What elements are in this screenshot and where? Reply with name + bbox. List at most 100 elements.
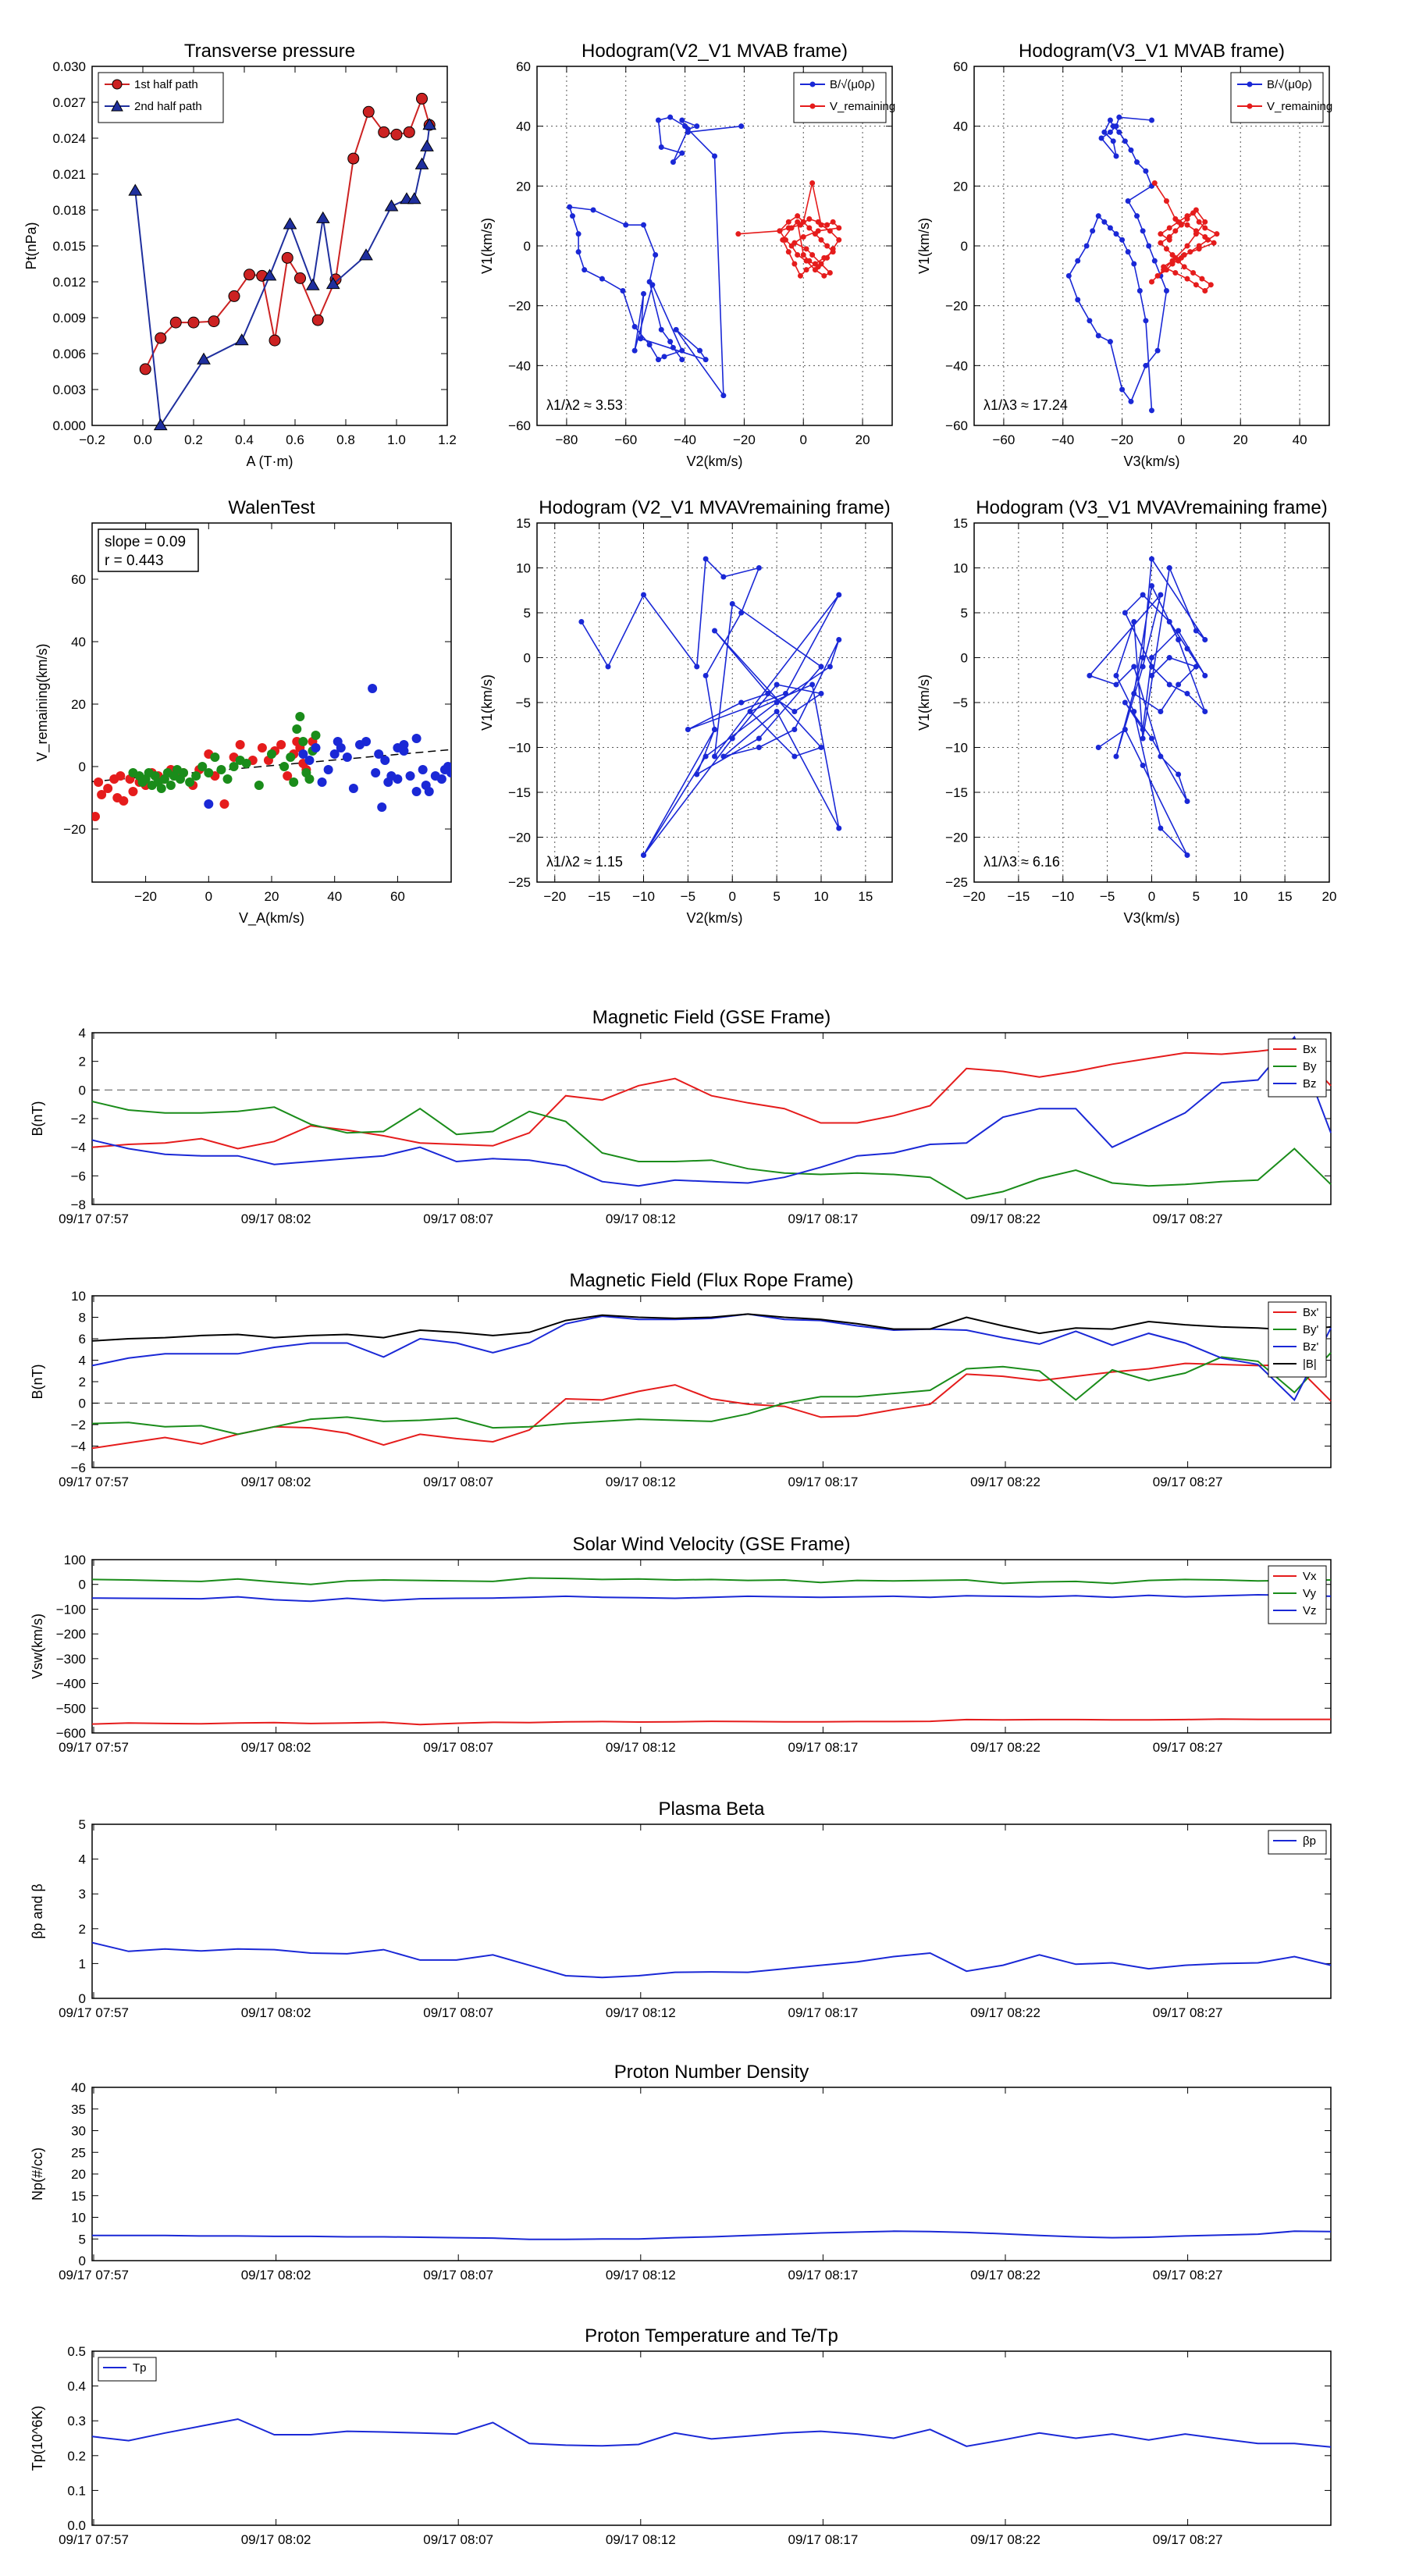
legend-box (1268, 1830, 1327, 1855)
data-point (329, 749, 340, 759)
data-point (1116, 114, 1122, 120)
x-tick-label: −40 (674, 432, 696, 447)
data-point (777, 228, 783, 234)
y-tick-label: −600 (56, 1726, 86, 1741)
data-point (416, 92, 428, 105)
chart-title: Hodogram (V3_V1 MVAVremaining frame) (976, 497, 1327, 518)
y-tick-label: −400 (56, 1677, 86, 1692)
x-tick-label: 09/17 08:02 (241, 2532, 311, 2547)
y-axis-label: βp and β (30, 1884, 45, 1939)
data-point (414, 157, 429, 169)
data-point (1128, 398, 1134, 404)
data-point (818, 664, 824, 670)
data-point (1098, 135, 1104, 141)
x-tick-label: 20 (855, 432, 870, 447)
data-point (809, 681, 816, 688)
y-axis-label: Tp(10^6K) (30, 2406, 45, 2471)
x-tick-label: 09/17 08:17 (788, 1740, 858, 1755)
x-tick-label: 60 (390, 889, 405, 904)
series-line (144, 96, 431, 370)
data-point (384, 199, 399, 212)
data-point (103, 784, 113, 793)
data-point (436, 774, 446, 784)
data-point (679, 150, 685, 156)
x-tick-label: 1.2 (438, 432, 457, 447)
data-point (1140, 228, 1146, 234)
data-point (1166, 225, 1172, 231)
data-point (605, 664, 611, 670)
data-point (735, 231, 742, 237)
data-point (641, 592, 646, 598)
data-point (712, 753, 717, 760)
y-tick-label: −60 (508, 418, 531, 433)
data-point (361, 737, 372, 746)
y-tick-label: 0.024 (52, 131, 86, 146)
data-point (411, 734, 422, 743)
data-point (1095, 333, 1101, 339)
data-point (269, 334, 281, 347)
x-tick-label: 09/17 08:27 (1153, 2268, 1223, 2282)
data-point (1166, 237, 1172, 243)
y-tick-label: 40 (953, 119, 968, 134)
x-tick-label: 0.2 (184, 432, 203, 447)
data-point (407, 192, 422, 205)
chart-title: Hodogram(V2_V1 MVAB frame) (582, 41, 848, 62)
data-point (702, 556, 709, 562)
data-point (295, 712, 305, 721)
data-point (1158, 753, 1164, 760)
data-point (292, 724, 302, 734)
data-point (812, 231, 818, 237)
annotation-text: λ1/λ2 ≈ 1.15 (546, 854, 623, 870)
y-tick-label: −4 (71, 1439, 86, 1454)
x-tick-label: 09/17 08:27 (1153, 2005, 1223, 2020)
data-point (348, 784, 358, 793)
data-point (1101, 219, 1108, 225)
data-point (578, 619, 585, 624)
data-point (1140, 664, 1146, 670)
data-point (1131, 261, 1137, 267)
data-point (1184, 852, 1190, 858)
data-point (1146, 243, 1152, 249)
legend-label: 2nd half path (134, 100, 202, 113)
data-point (399, 740, 409, 749)
data-point (1176, 681, 1182, 688)
data-point (216, 765, 226, 774)
chart-title: Transverse pressure (184, 41, 355, 62)
x-axis-label: V_A(km/s) (239, 910, 304, 927)
data-point (702, 673, 709, 678)
y-tick-label: −4 (71, 1140, 86, 1155)
data-point (229, 762, 239, 771)
data-point (234, 333, 249, 346)
y-tick-label: 2 (79, 1375, 86, 1389)
data-point (821, 272, 827, 279)
data-point (1196, 219, 1202, 225)
x-tick-label: 09/17 08:22 (970, 2268, 1040, 2282)
data-point (1163, 198, 1169, 204)
data-point (1083, 243, 1090, 249)
data-point (254, 781, 264, 790)
data-point (655, 117, 661, 123)
plot-frame (91, 1823, 1332, 1999)
y-tick-label: −20 (63, 822, 86, 837)
data-point (1143, 168, 1149, 174)
x-tick-label: −20 (134, 889, 157, 904)
x-tick-label: −5 (681, 889, 695, 904)
data-point (800, 219, 806, 225)
proton-temperature-panel: 0.0 0.1 0.2 0.3 0.4 0.5 09/17 07:57 09/17 08:02… (30, 2325, 1332, 2547)
data-point (1184, 691, 1190, 696)
data-point (1205, 237, 1211, 243)
plot-frame (91, 1559, 1332, 1734)
magnetic-field-flux-rope-panel: −6 −4 −2 0 2 4 6 8 10 09/17 07:57 09/17 08:02 09/17… (30, 1270, 1332, 1489)
data-point (667, 339, 674, 345)
data-point (420, 139, 434, 151)
data-point (800, 234, 806, 240)
data-point (281, 251, 293, 264)
y-tick-label: −10 (945, 741, 968, 756)
data-point (311, 743, 321, 753)
walen-test-panel: −20 0 20 40 60 −20 0 20 40 60 WalenTest V_A(km/s) V_… (34, 497, 452, 927)
data-point (1169, 261, 1176, 267)
data-point (116, 771, 126, 781)
y-tick-label: −20 (945, 299, 968, 314)
y-tick-label: −200 (56, 1627, 86, 1642)
data-point (641, 852, 646, 858)
